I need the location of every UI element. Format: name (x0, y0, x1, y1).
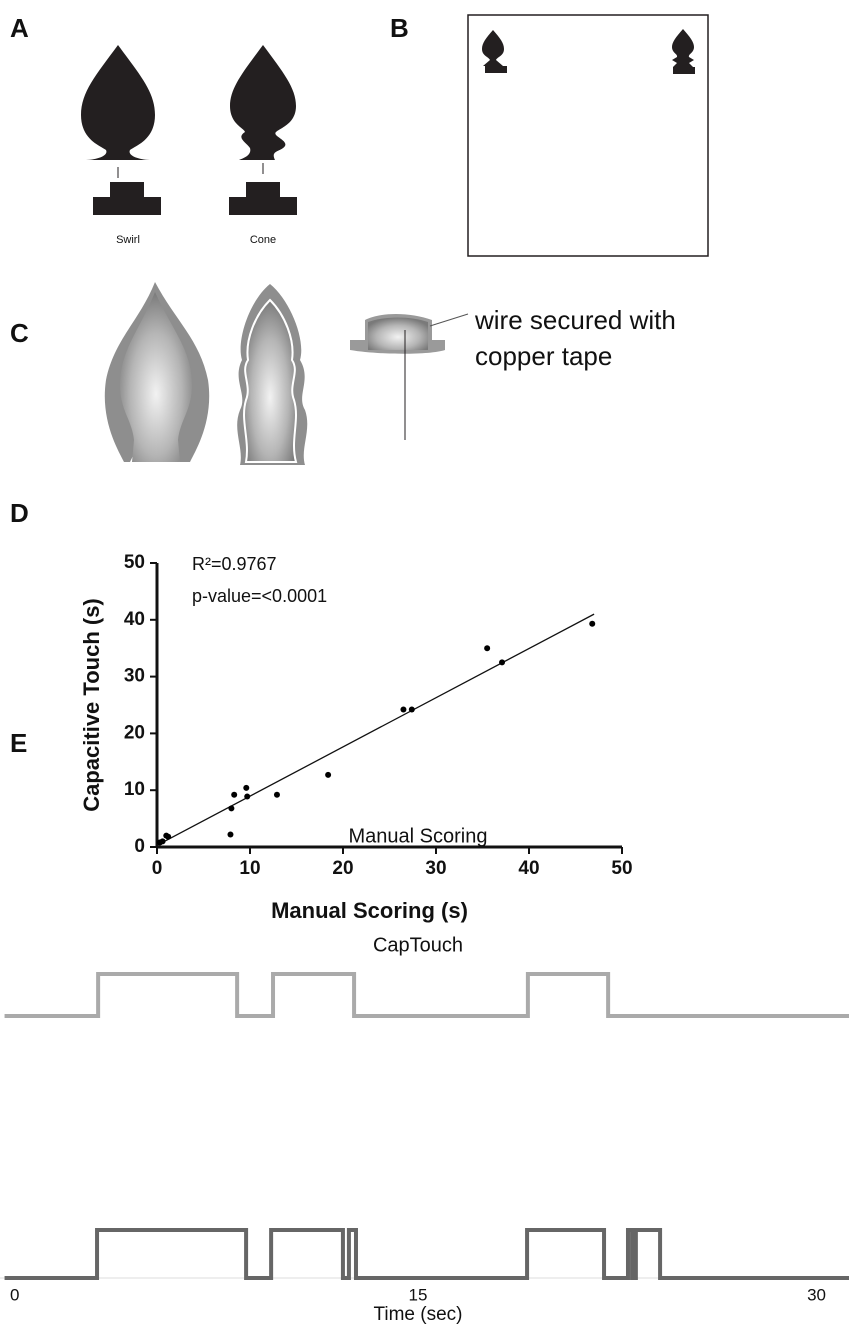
panel-label: E (10, 728, 27, 758)
point (160, 838, 166, 844)
arena-objects (482, 29, 695, 74)
x-tick-label: 30 (425, 858, 446, 879)
y-tick-label: 30 (124, 666, 145, 687)
point (165, 834, 171, 840)
x-tick-label: 0 (152, 858, 163, 879)
point (227, 832, 233, 838)
annotation: copper tape (475, 341, 612, 371)
x-tick-label: 15 (409, 1285, 428, 1304)
point (244, 793, 250, 799)
annotation: R²=0.9767 (192, 554, 277, 574)
point (400, 707, 406, 713)
x-axis-label: Manual Scoring (s) (271, 898, 468, 923)
step-line (5, 974, 849, 1016)
annotation: wire secured with (474, 305, 676, 335)
point (231, 792, 237, 798)
point (499, 659, 505, 665)
x-tick-label: 0 (10, 1285, 19, 1304)
x-tick-label: 40 (518, 858, 539, 879)
fit-line (157, 614, 594, 845)
point (409, 707, 415, 713)
x-axis-label: Time (sec) (373, 1304, 462, 1325)
arena (468, 15, 708, 256)
annotation: p-value=<0.0001 (192, 586, 327, 606)
series-title: CapTouch (373, 934, 463, 956)
y-tick-label: 50 (124, 552, 145, 573)
step-line (5, 1230, 849, 1278)
panel-label: D (10, 498, 29, 528)
point (243, 785, 249, 791)
series-title: Manual Scoring (349, 825, 488, 847)
panel-c-models (105, 282, 468, 465)
x-tick-label: 50 (611, 858, 632, 879)
shape-label: Swirl (116, 234, 140, 246)
point (228, 805, 234, 811)
x-tick-label: 20 (332, 858, 353, 879)
y-tick-label: 40 (124, 609, 145, 630)
panel-label: B (390, 13, 409, 43)
panel-label: C (10, 318, 29, 348)
x-tick-label: 30 (807, 1285, 826, 1304)
shape-label: Cone (250, 234, 276, 246)
panel-label: A (10, 13, 29, 43)
point (274, 792, 280, 798)
point (589, 621, 595, 627)
y-tick-label: 0 (134, 836, 145, 857)
point (325, 772, 331, 778)
y-axis-label: Capacitive Touch (s) (79, 598, 104, 812)
y-tick-label: 20 (124, 722, 145, 743)
y-tick-label: 10 (124, 779, 145, 800)
figure: A B C D E Swirl Cone wire secured with c… (0, 0, 849, 1326)
x-tick-label: 10 (239, 858, 260, 879)
panel-a-shapes (81, 45, 297, 215)
point (484, 645, 490, 651)
